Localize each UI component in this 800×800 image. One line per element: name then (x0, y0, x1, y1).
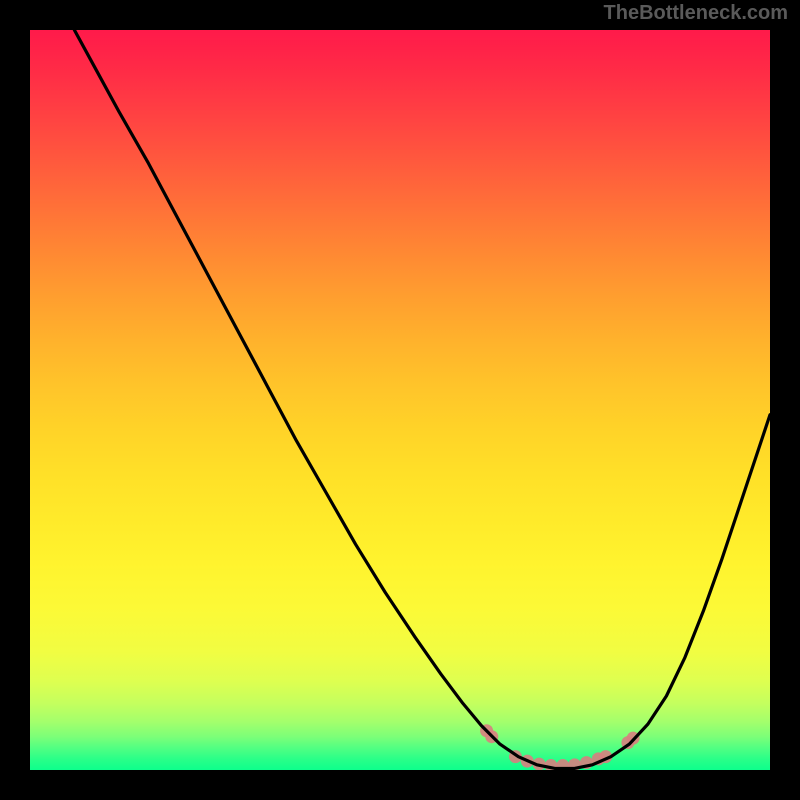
watermark-text: TheBottleneck.com (604, 2, 788, 25)
plot-area (30, 30, 770, 770)
bottleneck-curve (74, 30, 770, 769)
curve-layer (30, 30, 770, 770)
chart-container: TheBottleneck.com (0, 0, 800, 800)
